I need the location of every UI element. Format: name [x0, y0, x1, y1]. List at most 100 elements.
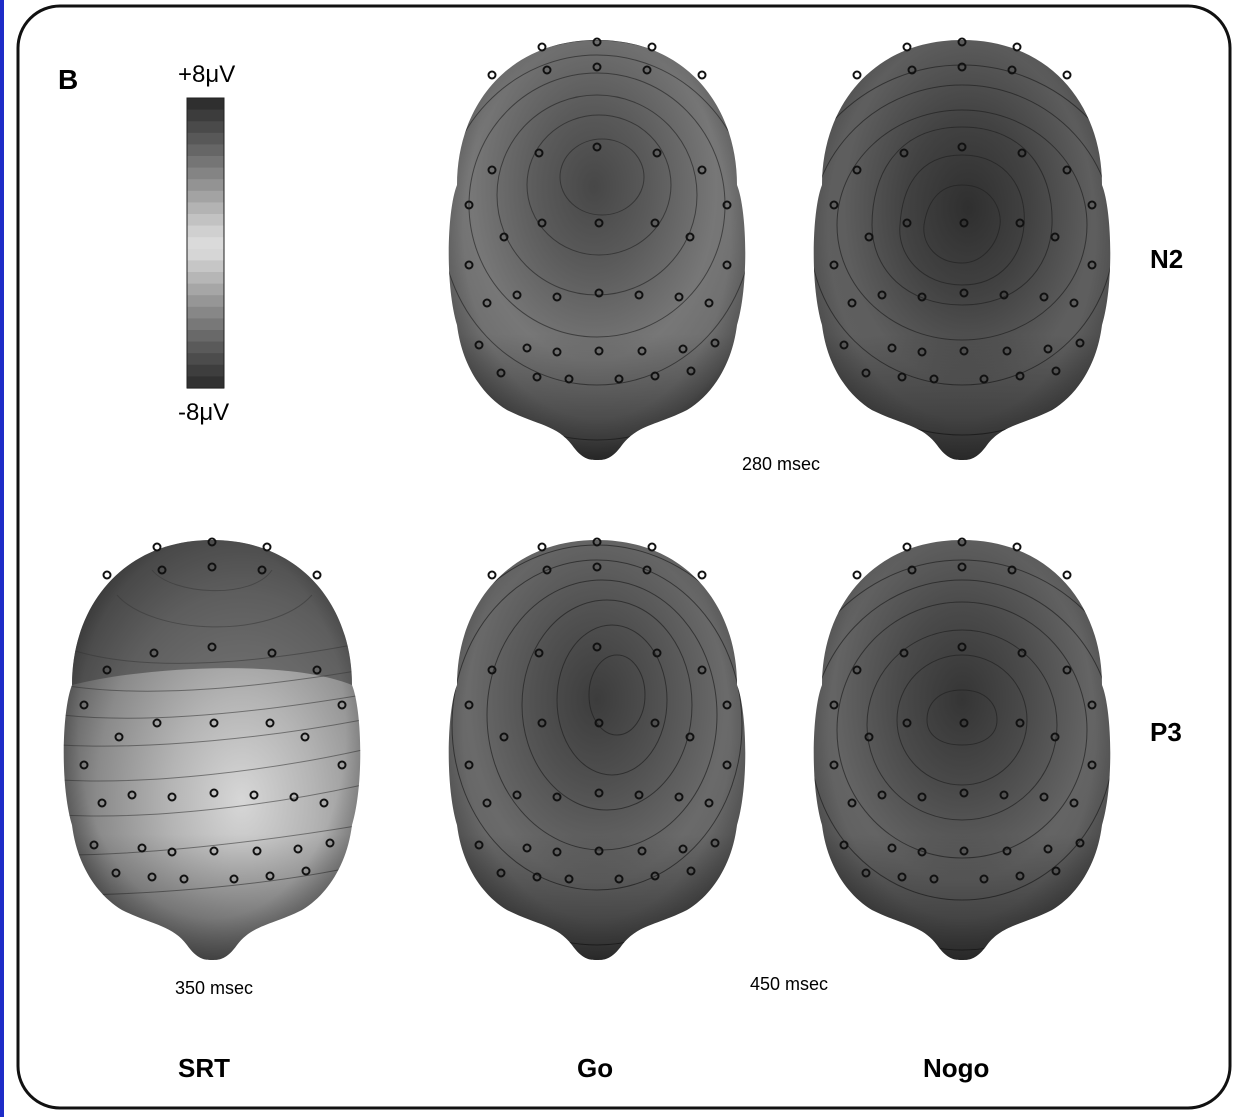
- electrode-marker: [592, 37, 602, 47]
- latency-srt: 350 msec: [175, 978, 253, 998]
- electrode-marker: [1050, 232, 1060, 242]
- electrode-marker: [704, 298, 714, 308]
- electrodes: [464, 537, 732, 884]
- electrode-marker: [614, 374, 624, 384]
- electrode-marker: [678, 844, 688, 854]
- electrode-marker: [102, 570, 112, 580]
- electrode-marker: [674, 792, 684, 802]
- latency-n2: 280 msec: [742, 454, 820, 474]
- electrode-marker: [319, 798, 329, 808]
- electrode-marker: [1017, 148, 1027, 158]
- panel-label: B: [58, 64, 78, 95]
- electrode-marker: [1069, 798, 1079, 808]
- electrode-marker: [167, 847, 177, 857]
- colorbar-min-label: -8μV: [178, 399, 229, 426]
- electrode-marker: [650, 371, 660, 381]
- electrode-marker: [1062, 165, 1072, 175]
- electrode-marker: [877, 290, 887, 300]
- electrode-marker: [522, 343, 532, 353]
- electrode-marker: [852, 570, 862, 580]
- electrode-marker: [265, 718, 275, 728]
- electrode-marker: [537, 218, 547, 228]
- electrode-marker: [861, 868, 871, 878]
- colorbar-swatch: [187, 295, 224, 308]
- electrode-marker: [722, 260, 732, 270]
- electrode-marker: [674, 292, 684, 302]
- electrode-marker: [592, 642, 602, 652]
- electrodes: [79, 537, 347, 884]
- electrode-marker: [487, 70, 497, 80]
- electrode-marker: [97, 798, 107, 808]
- electrode-marker: [678, 344, 688, 354]
- electrode-marker: [902, 542, 912, 552]
- colorbar-swatch: [187, 179, 224, 192]
- latency-p3: 450 msec: [750, 974, 828, 994]
- electrode-marker: [564, 874, 574, 884]
- electrode-marker: [537, 718, 547, 728]
- electrode-marker: [647, 542, 657, 552]
- electrode-marker: [1075, 338, 1085, 348]
- electrode-marker: [592, 142, 602, 152]
- electrode-marker: [267, 648, 277, 658]
- electrode-marker: [512, 290, 522, 300]
- electrode-marker: [167, 792, 177, 802]
- electrode-marker: [685, 232, 695, 242]
- electrode-marker: [697, 70, 707, 80]
- electrode-marker: [959, 346, 969, 356]
- electrode-marker: [999, 790, 1009, 800]
- electrode-marker: [79, 760, 89, 770]
- electrode-marker: [1012, 542, 1022, 552]
- colorbar-swatch: [187, 318, 224, 331]
- electrode-marker: [686, 366, 696, 376]
- electrode-marker: [887, 843, 897, 853]
- electrode-marker: [1087, 260, 1097, 270]
- electrode-marker: [312, 665, 322, 675]
- electrode-marker: [1007, 65, 1017, 75]
- electrode-marker: [979, 374, 989, 384]
- electrode-marker: [959, 718, 969, 728]
- electrode-marker: [1087, 200, 1097, 210]
- electrode-marker: [1051, 366, 1061, 376]
- electrode-marker: [592, 562, 602, 572]
- electrode-marker: [650, 718, 660, 728]
- electrode-marker: [847, 298, 857, 308]
- colorbar-swatch: [187, 167, 224, 180]
- colorbar-swatch: [187, 260, 224, 273]
- electrode-marker: [265, 871, 275, 881]
- electrode-marker: [829, 700, 839, 710]
- electrode-marker: [532, 372, 542, 382]
- map-p3-go: [448, 537, 746, 960]
- electrode-marker: [207, 642, 217, 652]
- electrode-marker: [907, 565, 917, 575]
- electrode-marker: [1050, 732, 1060, 742]
- electrode-marker: [149, 648, 159, 658]
- electrode-marker: [1002, 346, 1012, 356]
- electrode-marker: [899, 148, 909, 158]
- electrode-marker: [1087, 700, 1097, 710]
- colorbar-swatch: [187, 330, 224, 343]
- electrode-marker: [474, 340, 484, 350]
- colorbar-swatch: [187, 283, 224, 296]
- electrode-marker: [1062, 665, 1072, 675]
- electrode-marker: [642, 65, 652, 75]
- electrode-marker: [499, 232, 509, 242]
- electrode-marker: [929, 874, 939, 884]
- scalp-maps: [63, 37, 1111, 960]
- electrode-marker: [902, 718, 912, 728]
- electrode-marker: [722, 700, 732, 710]
- electrode-marker: [899, 648, 909, 658]
- column-label-go: Go: [577, 1053, 613, 1083]
- electrode-marker: [839, 340, 849, 350]
- electrode-marker: [704, 798, 714, 808]
- electrode-marker: [1015, 218, 1025, 228]
- map-n2-go: [448, 37, 746, 460]
- electrode-marker: [594, 346, 604, 356]
- electrode-marker: [957, 142, 967, 152]
- electrode-marker: [697, 665, 707, 675]
- electrode-marker: [957, 37, 967, 47]
- electrode-marker: [209, 788, 219, 798]
- row-label-p3: P3: [1150, 717, 1182, 747]
- electrodes: [464, 37, 732, 384]
- electrode-marker: [207, 537, 217, 547]
